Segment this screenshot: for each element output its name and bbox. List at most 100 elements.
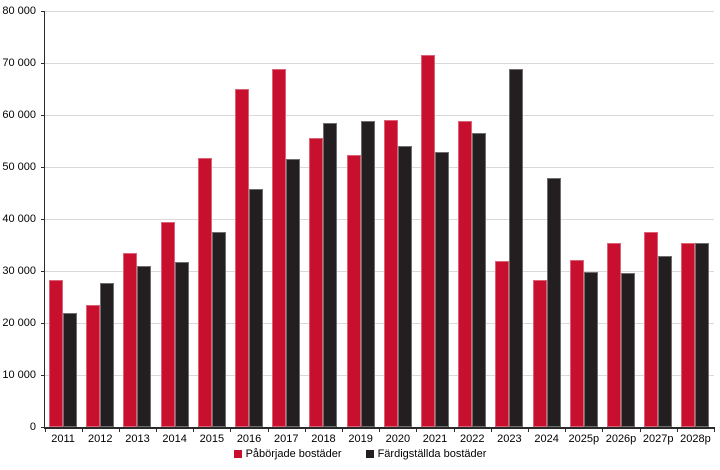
x-axis-label: 2023	[497, 433, 522, 445]
legend-swatch-fardigstallda-icon	[365, 450, 374, 458]
bar-fardigstallda-bostader-2028p	[695, 243, 710, 428]
x-axis-tick	[44, 427, 46, 432]
x-axis	[43, 427, 715, 429]
x-axis-label: 2022	[459, 433, 485, 445]
x-axis-label: 2013	[125, 433, 150, 445]
x-axis-tick	[342, 427, 344, 432]
x-axis-label: 2025p	[568, 433, 600, 445]
legend: Påbörjade bostäder Färdigställda bostäde…	[0, 448, 720, 460]
y-axis-label: 70 000	[2, 56, 36, 69]
x-axis-tick	[118, 427, 120, 432]
bar-paborjade-bostader-2018	[309, 138, 324, 428]
bar-paborjade-bostader-2013	[123, 253, 138, 428]
gridline	[44, 62, 714, 64]
y-axis-label: 30 000	[2, 264, 36, 277]
legend-swatch-paborjade-icon	[233, 450, 242, 458]
bar-paborjade-bostader-2019	[346, 154, 361, 428]
bar-paborjade-bostader-2016	[235, 88, 250, 428]
bar-fardigstallda-bostader-2011	[63, 313, 78, 428]
bar-fardigstallda-bostader-2019	[360, 120, 375, 428]
bar-fardigstallda-bostader-2014	[174, 262, 189, 428]
x-axis-tick	[602, 427, 604, 432]
y-axis-tick	[40, 62, 45, 64]
x-axis-label: 2018	[311, 433, 336, 445]
y-axis-label: 40 000	[2, 212, 36, 225]
x-axis-tick	[565, 427, 567, 432]
bar-fardigstallda-bostader-2020	[397, 146, 412, 428]
x-axis-label: 2021	[422, 433, 448, 445]
x-axis-label: 2024	[534, 433, 559, 445]
x-axis-tick	[193, 427, 195, 432]
bar-fardigstallda-bostader-2015	[211, 231, 226, 428]
x-axis-tick	[639, 427, 641, 432]
bar-paborjade-bostader-2012	[86, 305, 101, 428]
x-axis-tick	[453, 427, 455, 432]
y-axis-label: 10 000	[2, 368, 36, 381]
x-axis-label: 2028p	[680, 433, 711, 445]
y-axis-tick	[40, 374, 45, 376]
bar-paborjade-bostader-2014	[160, 221, 175, 428]
bar-paborjade-bostader-2015	[197, 158, 212, 428]
x-axis-label: 2020	[385, 433, 411, 445]
bar-paborjade-bostader-2021	[421, 55, 436, 428]
legend-item-paborjade-bostader: Påbörjade bostäder	[233, 448, 342, 460]
x-axis-tick	[676, 427, 678, 432]
legend-label-paborjade: Påbörjade bostäder	[245, 448, 342, 460]
bar-paborjade-bostader-2026p	[607, 242, 621, 428]
x-axis-tick	[379, 427, 381, 432]
y-axis-label: 0	[29, 421, 36, 433]
x-axis-tick	[490, 427, 492, 432]
bar-fardigstallda-bostader-2027p	[658, 255, 673, 428]
gridline	[44, 374, 714, 376]
bar-fardigstallda-bostader-2022	[472, 132, 487, 428]
y-axis-tick	[40, 10, 45, 12]
bar-fardigstallda-bostader-2018	[323, 123, 338, 428]
x-axis-label: 2026p	[605, 433, 637, 445]
bar-paborjade-bostader-2024	[532, 279, 547, 428]
x-axis-label: 2016	[236, 433, 262, 445]
gridline	[44, 270, 714, 272]
x-axis-label: 2014	[162, 433, 187, 445]
bar-paborjade-bostader-2020	[383, 119, 398, 428]
bar-fardigstallda-bostader-2024	[546, 177, 561, 428]
x-axis-tick	[416, 427, 418, 432]
y-axis-label: 50 000	[2, 160, 36, 173]
y-axis-tick	[40, 270, 45, 272]
y-axis-tick	[40, 322, 45, 324]
y-axis-tick	[40, 114, 45, 116]
x-axis-tick	[156, 427, 158, 432]
bar-fardigstallda-bostader-2021	[435, 152, 450, 428]
x-axis-tick	[714, 427, 715, 432]
legend-label-fardigstallda: Färdigställda bostäder	[377, 448, 487, 460]
x-axis-tick	[81, 427, 83, 432]
bar-paborjade-bostader-2028p	[681, 242, 696, 428]
gridline	[44, 218, 714, 220]
bar-paborjade-bostader-2017	[272, 69, 287, 428]
gridline	[44, 322, 714, 324]
bar-fardigstallda-bostader-2013	[137, 265, 152, 428]
legend-item-fardigstallda-bostader: Färdigställda bostäder	[365, 448, 487, 460]
bar-paborjade-bostader-2023	[495, 260, 510, 428]
x-axis-label: 2017	[274, 433, 299, 445]
y-axis	[43, 11, 45, 429]
x-axis-label: 2012	[88, 433, 113, 445]
gridline	[44, 114, 714, 116]
x-axis-tick	[528, 427, 530, 432]
bar-paborjade-bostader-2027p	[644, 231, 659, 428]
x-axis-label: 2015	[199, 433, 225, 445]
x-axis-label: 2011	[51, 433, 75, 445]
x-axis-label: 2019	[348, 433, 373, 445]
bar-fardigstallda-bostader-2023	[509, 68, 524, 428]
bar-fardigstallda-bostader-2026p	[621, 272, 635, 428]
y-axis-label: 60 000	[2, 108, 36, 121]
bar-paborjade-bostader-2025p	[569, 260, 584, 428]
y-axis-tick	[40, 427, 45, 428]
bar-fardigstallda-bostader-2017	[286, 158, 301, 428]
gridline	[44, 166, 714, 168]
x-axis-tick	[230, 427, 232, 432]
y-axis-tick	[40, 166, 45, 168]
x-axis-label: 2027p	[642, 433, 674, 445]
x-axis-tick	[304, 427, 306, 432]
bar-fardigstallda-bostader-2012	[100, 282, 115, 428]
